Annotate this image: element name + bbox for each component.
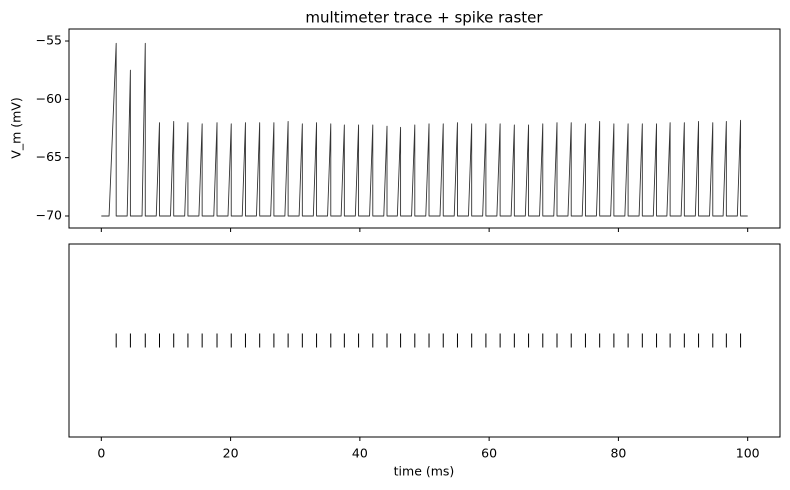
y-tick-label: −65: [36, 149, 62, 164]
x-tick-label: 20: [223, 446, 239, 461]
x-tick-label: 80: [610, 446, 626, 461]
y-tick-label: −70: [36, 207, 62, 222]
y-tick-label: −55: [36, 33, 62, 48]
axes-frame: [68, 243, 781, 438]
x-tick-label: 60: [481, 446, 497, 461]
x-tick-label: 0: [97, 446, 105, 461]
chart-title: multimeter trace + spike raster: [305, 9, 543, 27]
y-axis-label: V_m (mV): [9, 97, 24, 158]
trace-line: [101, 42, 748, 217]
y-tick-label: −60: [36, 91, 62, 106]
axes-frame: [68, 28, 781, 229]
x-axis-label: time (ms): [394, 464, 455, 479]
x-tick-label: 40: [352, 446, 368, 461]
x-tick-label: 100: [736, 446, 760, 461]
